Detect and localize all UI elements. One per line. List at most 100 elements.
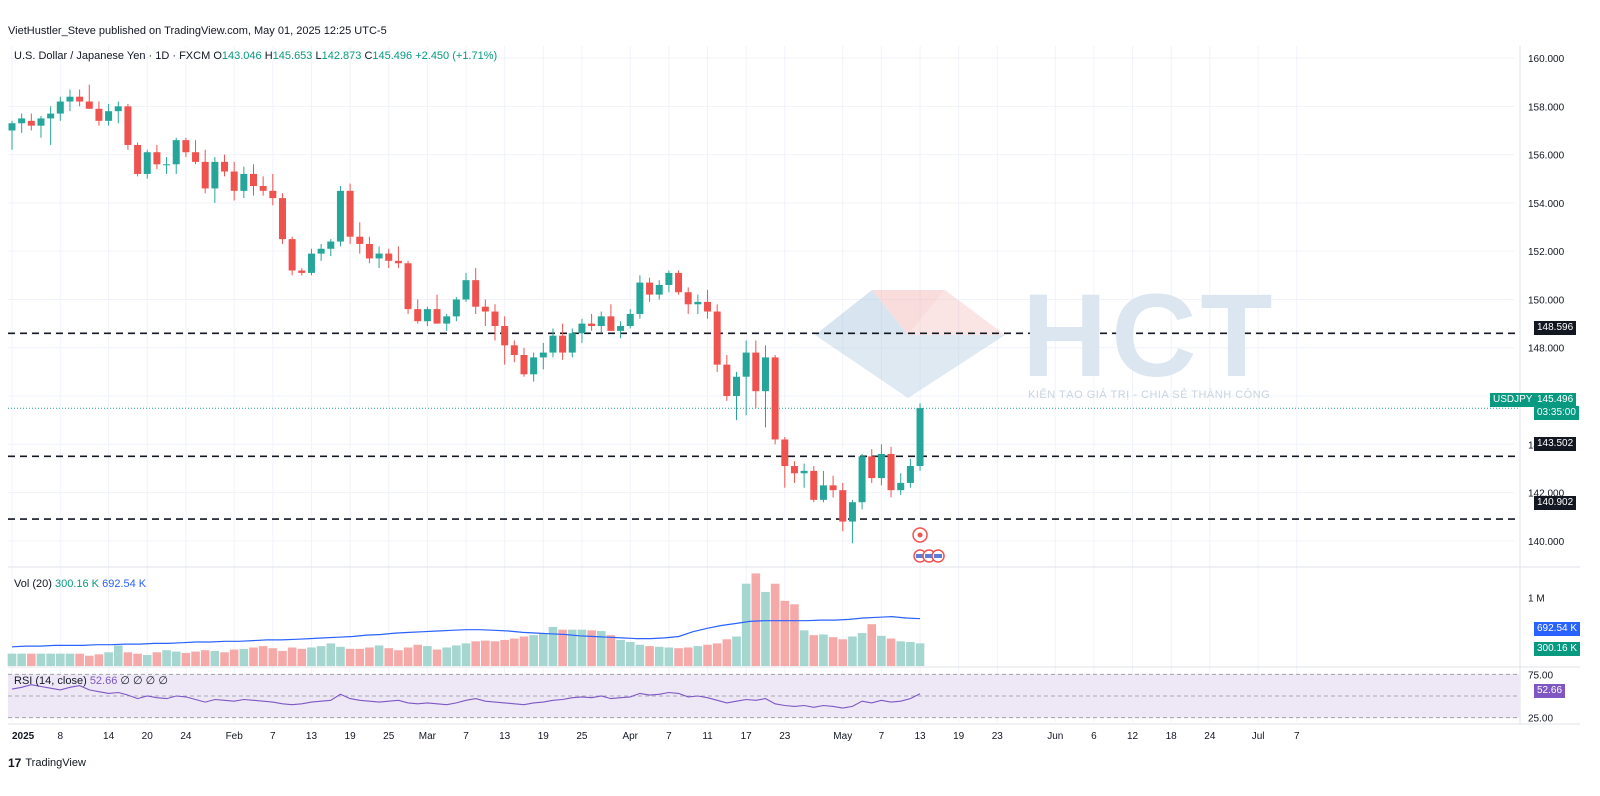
y-tick-label-9: 158.000 <box>1528 102 1565 113</box>
volume-bar-7 <box>75 653 84 666</box>
candle-body-81 <box>790 466 798 474</box>
candle-body-51 <box>501 326 509 346</box>
countdown-tag: 03:35:00 <box>1534 406 1579 420</box>
x-tick-label-10: Mar <box>419 731 437 742</box>
x-tick-label-22: 13 <box>914 731 926 742</box>
candle-body-68 <box>665 272 673 285</box>
candle-body-67 <box>655 284 663 295</box>
last-price-tag: 145.496 <box>1534 393 1577 407</box>
volume-bar-75 <box>732 636 741 666</box>
volume-bar-37 <box>365 647 374 666</box>
volume-bar-47 <box>461 643 471 666</box>
level-tag-1: 148.596 <box>1534 321 1577 335</box>
volume-bar-81 <box>790 604 799 666</box>
volume-bar-25 <box>249 647 258 666</box>
candle-body-32 <box>317 248 325 254</box>
candle-body-27 <box>269 190 277 199</box>
candle-body-90 <box>877 453 885 479</box>
volume-bar-55 <box>539 633 548 666</box>
flag-marker-fill-icon-1 <box>925 554 934 558</box>
x-tick-label-15: Apr <box>622 731 638 742</box>
candle-body-61 <box>597 316 605 327</box>
level-tag-2: 143.502 <box>1534 437 1577 451</box>
x-tick-label-23: 19 <box>953 731 965 742</box>
candle-body-13 <box>134 144 142 174</box>
volume-bar-44 <box>432 649 442 666</box>
x-tick-label-5: Feb <box>226 731 244 742</box>
close-value: 145.496 <box>372 50 413 62</box>
high-value: 145.653 <box>272 50 313 62</box>
x-tick-label-27: 12 <box>1127 731 1139 742</box>
volume-bar-70 <box>683 647 693 666</box>
volume-bar-58 <box>567 629 577 666</box>
x-tick-label-2: 14 <box>103 731 115 742</box>
candle-body-62 <box>607 316 615 331</box>
rsi-extras: ∅ ∅ ∅ ∅ <box>120 675 168 687</box>
volume-bar-48 <box>471 641 480 666</box>
candle-body-93 <box>906 466 914 483</box>
x-tick-label-9: 25 <box>383 731 395 742</box>
x-tick-label-24: 23 <box>992 731 1004 742</box>
level-tag-3: 140.902 <box>1534 496 1577 510</box>
watermark-diamond-right-icon <box>908 290 1005 360</box>
x-tick-label-30: Jul <box>1252 731 1265 742</box>
change-value: +2.450 (+1.71%) <box>415 50 498 62</box>
volume-ma-line <box>11 615 921 648</box>
candle-body-16 <box>163 164 171 166</box>
candle-body-59 <box>578 323 586 334</box>
candle-body-79 <box>771 357 779 440</box>
x-tick-label-6: 7 <box>270 731 276 742</box>
x-tick-label-12: 13 <box>499 731 511 742</box>
symbol-title: U.S. Dollar / Japanese Yen · 1D · FXCM <box>14 50 211 62</box>
volume-bar-27 <box>268 648 278 666</box>
x-tick-label-4: 24 <box>180 731 192 742</box>
y-tick-label-8: 156.000 <box>1528 151 1565 162</box>
candle-body-24 <box>240 173 248 191</box>
volume-bar-0 <box>7 653 17 666</box>
candle-body-83 <box>810 470 818 500</box>
volume-bar-86 <box>838 639 848 666</box>
flag-marker-fill-icon-0 <box>916 554 925 558</box>
volume-bar-74 <box>722 639 732 666</box>
watermark-tagline: KIẾN TẠO GIÁ TRỊ - CHIA SẺ THÀNH CÔNG <box>1028 389 1271 401</box>
candle-body-48 <box>472 280 480 307</box>
candle-body-66 <box>646 282 654 295</box>
volume-bar-17 <box>171 651 181 666</box>
volume-bar-14 <box>142 655 152 666</box>
candle-body-34 <box>336 190 344 242</box>
volume-bar-6 <box>65 653 75 666</box>
y-tick-label-0: 140.000 <box>1528 537 1565 548</box>
candle-body-57 <box>559 335 567 353</box>
low-value: 142.873 <box>321 50 362 62</box>
volume-bar-40 <box>394 650 403 666</box>
volume-bar-35 <box>345 648 355 666</box>
volume-bar-38 <box>374 645 384 666</box>
volume-bar-33 <box>326 643 336 666</box>
volume-bar-49 <box>481 640 490 666</box>
x-tick-label-0: 2025 <box>12 731 35 742</box>
candle-body-28 <box>278 198 286 240</box>
candle-body-43 <box>423 309 431 322</box>
candle-body-15 <box>153 152 161 165</box>
open-value: 143.046 <box>221 50 262 62</box>
volume-bar-22 <box>220 652 229 666</box>
candle-body-26 <box>259 186 267 191</box>
candle-body-11 <box>114 106 122 112</box>
volume-bar-76 <box>741 583 751 666</box>
candle-body-75 <box>733 376 740 397</box>
candle-body-73 <box>713 311 721 365</box>
volume-bar-68 <box>664 647 674 666</box>
candle-body-3 <box>37 118 45 126</box>
x-tick-label-16: 7 <box>666 731 672 742</box>
volume-bar-88 <box>857 633 867 666</box>
candle-body-46 <box>452 299 460 317</box>
volume-bar-92 <box>896 641 906 666</box>
volume-ma-value: 692.54 K <box>102 578 147 590</box>
candle-body-2 <box>27 120 35 126</box>
volume-bar-41 <box>403 647 413 666</box>
candle-body-58 <box>568 333 576 353</box>
candle-body-20 <box>201 161 209 189</box>
volume-bar-84 <box>819 634 828 666</box>
candle-body-10 <box>105 111 113 121</box>
